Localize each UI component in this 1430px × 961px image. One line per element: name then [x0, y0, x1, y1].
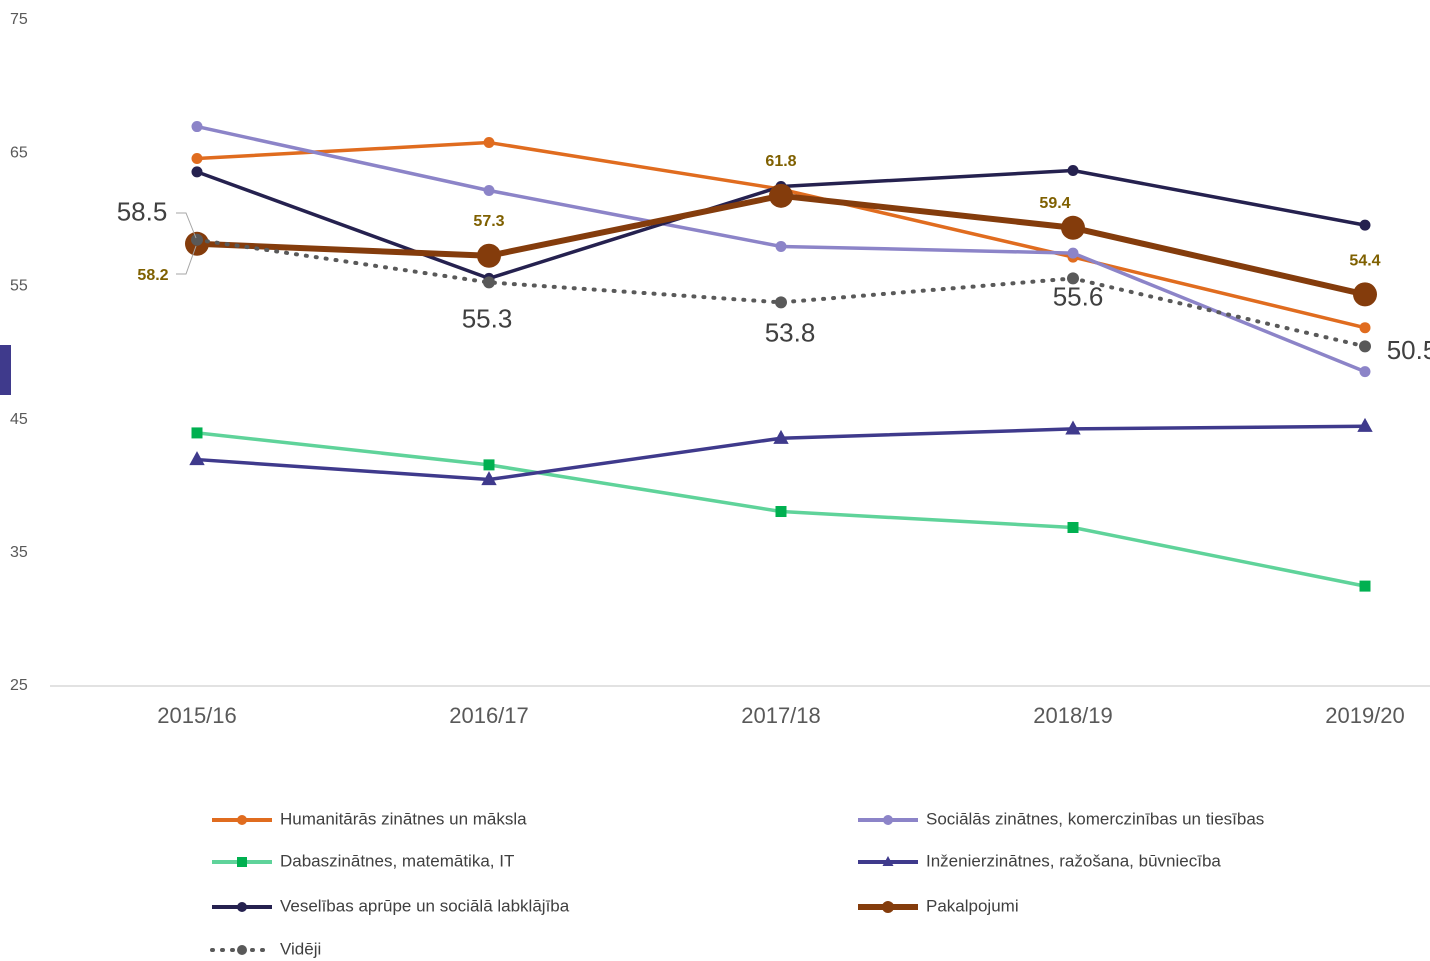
- point: [483, 184, 495, 196]
- data-label: 57.3: [473, 213, 504, 230]
- y-tick-label: 55: [10, 278, 28, 295]
- legend-label: Inženierzinātnes, ražošana, būvniecība: [926, 851, 1221, 870]
- point: [1359, 580, 1371, 592]
- point: [1067, 247, 1079, 259]
- point: [191, 153, 203, 165]
- point: [1065, 420, 1081, 435]
- data-label: 55.6: [1053, 281, 1104, 311]
- legend-marker: [883, 815, 893, 825]
- data-label: 58.5: [117, 197, 168, 227]
- point: [769, 183, 793, 208]
- data-label: 54.4: [1349, 253, 1380, 270]
- point: [773, 429, 789, 444]
- leader-line: [176, 212, 197, 275]
- point: [481, 471, 497, 486]
- point: [1359, 366, 1371, 378]
- point: [1067, 272, 1079, 285]
- legend-marker: [882, 856, 894, 866]
- point: [483, 276, 495, 289]
- point: [1357, 417, 1373, 432]
- side-tab: [0, 345, 11, 395]
- data-label: 50.5: [1387, 335, 1430, 365]
- data-label: 59.4: [1039, 195, 1070, 212]
- point: [1067, 521, 1079, 533]
- series-line: [195, 237, 1367, 349]
- data-label: 58.2: [137, 267, 168, 284]
- point: [775, 296, 787, 309]
- point: [191, 166, 203, 178]
- legend-marker: [237, 945, 247, 955]
- legend-marker: [237, 857, 247, 867]
- legend-label: Vidēji: [280, 939, 321, 958]
- y-tick-label: 25: [10, 677, 28, 694]
- point: [483, 137, 495, 149]
- point: [1067, 165, 1079, 177]
- point: [1359, 322, 1371, 334]
- point: [477, 243, 501, 268]
- y-tick-label: 75: [10, 11, 28, 28]
- point: [1359, 340, 1371, 353]
- legend-marker: [237, 902, 247, 912]
- point: [775, 240, 787, 252]
- x-tick-label: 2017/18: [741, 703, 821, 728]
- data-label: 55.3: [462, 303, 513, 333]
- point: [191, 427, 203, 439]
- point: [1359, 219, 1371, 231]
- point: [189, 451, 205, 466]
- data-label: 53.8: [765, 317, 816, 347]
- legend-label: Sociālās zinātnes, komerczinības un ties…: [926, 809, 1264, 828]
- legend-marker: [882, 901, 894, 913]
- x-tick-label: 2015/16: [157, 703, 237, 728]
- point: [191, 121, 203, 133]
- legend-label: Humanitārās zinātnes un māksla: [280, 809, 527, 828]
- y-tick-label: 45: [10, 411, 28, 428]
- data-label: 61.8: [765, 153, 796, 170]
- y-tick-label: 65: [10, 144, 28, 161]
- point: [775, 506, 787, 518]
- x-tick-label: 2016/17: [449, 703, 529, 728]
- point: [1061, 215, 1085, 240]
- legend-marker: [237, 815, 247, 825]
- y-tick-label: 35: [10, 544, 28, 561]
- x-tick-label: 2018/19: [1033, 703, 1113, 728]
- legend-label: Dabaszinātnes, matemātika, IT: [280, 851, 514, 870]
- point: [1353, 282, 1377, 307]
- x-tick-label: 2019/20: [1325, 703, 1405, 728]
- point: [191, 233, 203, 246]
- legend-label: Pakalpojumi: [926, 896, 1019, 915]
- point: [483, 459, 495, 471]
- legend-label: Veselības aprūpe un sociālā labklājība: [280, 896, 570, 915]
